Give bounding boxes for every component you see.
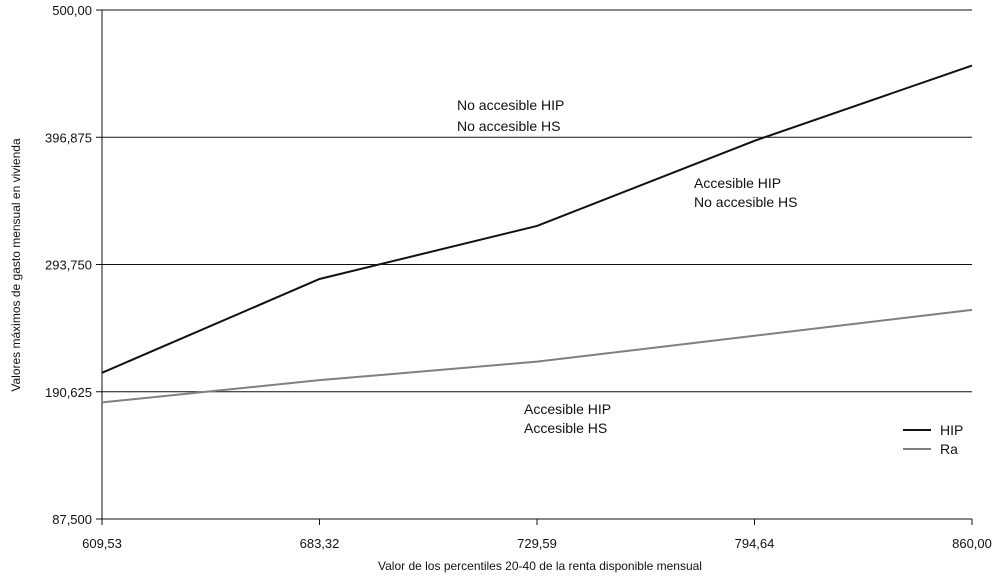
series xyxy=(101,64,973,404)
x-tick-label: 683,32 xyxy=(300,536,340,551)
y-axis-label: Valores máximos de gasto mensual en vivi… xyxy=(9,138,23,392)
series-line-hip xyxy=(101,64,973,374)
annotation-line: No accesible HS xyxy=(694,194,798,210)
gridlines xyxy=(102,9,972,393)
series-line-ra xyxy=(101,308,973,404)
x-tick-label: 609,53 xyxy=(82,536,122,551)
y-tick-label: 293,750 xyxy=(45,258,92,273)
annotation-line: Accesible HIP xyxy=(524,401,611,417)
y-tick-label: 190,625 xyxy=(45,385,92,400)
legend-label-hip: HIP xyxy=(940,422,963,438)
y-tick-label: 87,500 xyxy=(52,512,92,527)
annotation-line: Accesible HS xyxy=(524,420,607,436)
legend: HIP Ra xyxy=(903,422,963,457)
legend-item-hip: HIP xyxy=(903,422,963,438)
annotation-hip-no-hs: Accesible HIP No accesible HS xyxy=(694,175,798,210)
y-tick-label: 396,875 xyxy=(45,130,92,145)
ticks: 87,500 190,625 293,750 396,875 500,00 609,53 6… xyxy=(45,3,992,551)
y-tick-label: 500,00 xyxy=(52,3,92,18)
legend-label-ra: Ra xyxy=(940,441,958,457)
legend-item-ra: Ra xyxy=(903,441,958,457)
x-tick-label: 729,59 xyxy=(517,536,557,551)
annotation-no-hip-no-hs: No accesible HIP No accesible HS xyxy=(457,97,564,134)
annotation-hip-hs: Accesible HIP Accesible HS xyxy=(524,401,611,436)
x-tick-label: 860,00 xyxy=(952,536,992,551)
x-tick-label: 794,64 xyxy=(735,536,775,551)
annotation-line: Accesible HIP xyxy=(694,175,781,191)
x-axis-label: Valor de los percentiles 20-40 de la ren… xyxy=(378,559,702,573)
annotation-line: No accesible HS xyxy=(457,118,561,134)
annotation-line: No accesible HIP xyxy=(457,97,564,113)
